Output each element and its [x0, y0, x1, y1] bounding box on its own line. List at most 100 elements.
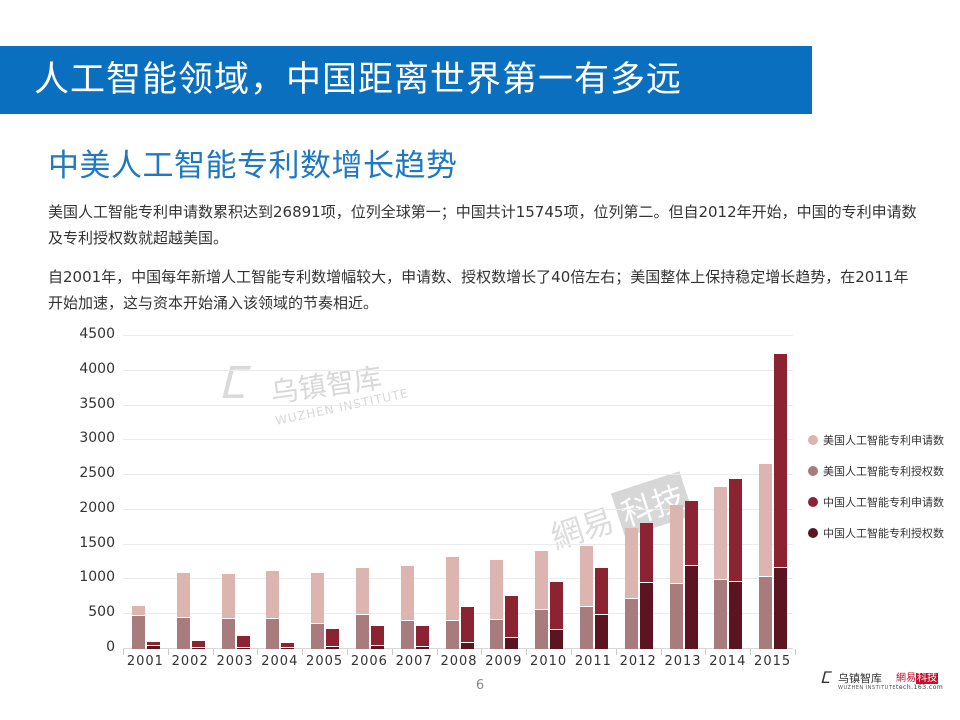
- bar-2007-中国人工智能专利申请数: [415, 625, 429, 648]
- bar-2008-中国人工智能专利申请数: [460, 606, 474, 648]
- legend-swatch-icon: [808, 434, 818, 445]
- x-axis-tickmark: [481, 649, 483, 655]
- x-axis-tickmark: [123, 649, 124, 655]
- title-banner: 人工智能领域，中国距离世界第一有多远: [0, 46, 812, 114]
- bar-2015-美国人工智能专利授权数: [759, 576, 773, 649]
- legend-item: 美国人工智能专利申请数: [808, 424, 944, 455]
- wuzhen-logo-en: WUZHEN INSTITUTE: [838, 685, 897, 691]
- x-axis-tickmark: [167, 649, 169, 655]
- bar-2003-中国人工智能专利授权数: [236, 646, 250, 649]
- x-axis-tickmark: [347, 649, 348, 655]
- legend-label: 中国人工智能专利申请数: [823, 495, 944, 509]
- bar-2007-中国人工智能专利授权数: [415, 645, 429, 649]
- legend-label: 美国人工智能专利申请数: [823, 433, 944, 447]
- gridline: [123, 404, 793, 406]
- bar-2015-中国人工智能专利授权数: [774, 567, 788, 649]
- x-axis-tick-label: 2008: [440, 654, 478, 669]
- x-axis-tick-label: 2013: [664, 654, 702, 669]
- x-axis-tick-label: 2005: [306, 654, 344, 669]
- y-axis-tick-label: 2000: [79, 499, 115, 516]
- bar-2004-中国人工智能专利申请数: [281, 643, 295, 648]
- legend-item: 美国人工智能专利授权数: [808, 455, 944, 486]
- bar-2003-美国人工智能专利授权数: [221, 617, 235, 649]
- gridline: [123, 508, 793, 510]
- bar-2007-美国人工智能专利授权数: [400, 620, 414, 649]
- slide-title: 人工智能领域，中国距离世界第一有多远: [34, 60, 683, 100]
- wuzhen-logo-icon: ⵎ: [820, 668, 830, 687]
- bar-2003-中国人工智能专利申请数: [236, 636, 250, 648]
- y-axis-tick-label: 3500: [79, 395, 115, 412]
- bar-2009-中国人工智能专利申请数: [505, 595, 519, 648]
- y-axis-tick-label: 0: [106, 639, 115, 655]
- legend-item: 中国人工智能专利申请数: [808, 486, 944, 517]
- x-axis-tickmark: [212, 649, 214, 655]
- bar-2001-中国人工智能专利申请数: [147, 641, 160, 648]
- gridline: [123, 369, 793, 371]
- bar-2005-美国人工智能专利授权数: [311, 622, 325, 649]
- x-axis-tick-label: 2014: [709, 654, 747, 669]
- bar-2006-美国人工智能专利授权数: [356, 613, 369, 649]
- x-axis-tick-label: 2003: [216, 654, 254, 669]
- netease-logo: 網易科技: [896, 669, 938, 684]
- wuzhen-logo-icon: ⵎ: [218, 358, 246, 409]
- x-axis-tickmark: [615, 649, 617, 655]
- x-axis-tickmark: [436, 649, 438, 655]
- y-axis-tick-label: 1500: [79, 534, 115, 551]
- bar-2011-美国人工智能专利授权数: [580, 606, 593, 649]
- bar-2014-美国人工智能专利授权数: [714, 579, 728, 649]
- bar-2008-美国人工智能专利授权数: [445, 620, 459, 649]
- x-axis-tickmark: [660, 649, 662, 655]
- bar-2001-中国人工智能专利授权数: [147, 645, 160, 649]
- page-number: 6: [475, 678, 485, 693]
- bar-2002-美国人工智能专利授权数: [176, 617, 190, 649]
- paragraph-us-summary: 美国人工智能专利申请数累积达到26891项，位列全球第一；中国共计15745项，…: [48, 203, 917, 247]
- legend-label: 中国人工智能专利授权数: [823, 526, 944, 540]
- y-axis-tick-label: 3000: [79, 430, 115, 447]
- x-axis-tick-label: 2011: [574, 654, 612, 669]
- bar-2008-中国人工智能专利授权数: [460, 641, 474, 649]
- legend-swatch-icon: [808, 527, 818, 538]
- x-axis-tick-label: 2015: [754, 654, 792, 669]
- bar-2014-中国人工智能专利授权数: [729, 581, 743, 649]
- patent-bar-chart: 0 500 1000 1500 2000 2500 3000 3500 4000 4500 2001…: [0, 320, 960, 680]
- bar-2002-中国人工智能专利授权数: [191, 646, 205, 649]
- netease-logo-b: 科技: [916, 673, 938, 684]
- x-axis-tick-label: 2010: [530, 654, 568, 669]
- gridline: [123, 439, 793, 441]
- x-axis-tick-label: 2012: [619, 654, 657, 669]
- bar-2005-中国人工智能专利申请数: [326, 629, 340, 648]
- footer-logos: ⵎ 乌镇智库 WUZHEN INSTITUTE 網易科技 tech.163.co…: [820, 668, 960, 698]
- bar-2010-美国人工智能专利授权数: [535, 609, 549, 649]
- bar-2005-中国人工智能专利授权数: [326, 645, 340, 649]
- wuzhen-logo-cn: 乌镇智库: [838, 672, 882, 685]
- x-axis-tickmark: [526, 649, 528, 655]
- bar-2011-中国人工智能专利授权数: [595, 613, 608, 649]
- x-axis-tickmark: [391, 649, 393, 655]
- legend-swatch-icon: [808, 465, 818, 476]
- legend-label: 美国人工智能专利授权数: [823, 464, 944, 478]
- x-axis-tick-label: 2006: [350, 654, 388, 669]
- bar-2009-美国人工智能专利授权数: [490, 618, 504, 649]
- bar-2013-美国人工智能专利授权数: [669, 582, 683, 649]
- y-axis-tick-label: 4000: [79, 360, 115, 377]
- x-axis-tick-label: 2002: [171, 654, 209, 669]
- y-axis-tick-label: 4500: [79, 326, 115, 342]
- x-axis-tick-label: 2007: [395, 654, 433, 669]
- bar-2004-美国人工智能专利授权数: [266, 617, 280, 649]
- bar-2012-美国人工智能专利授权数: [624, 597, 638, 649]
- x-axis-tick-label: 2001: [126, 654, 164, 669]
- x-axis-tick-label: 2004: [261, 654, 299, 669]
- legend-swatch-icon: [808, 496, 818, 507]
- paragraph-china-trend: 自2001年，中国每年新增人工智能专利数增幅较大，申请数、授权数增长了40倍左右…: [48, 268, 909, 312]
- legend-item: 中国人工智能专利授权数: [808, 517, 944, 548]
- x-axis-tickmark: [571, 649, 572, 655]
- y-axis-tick-label: 2500: [79, 465, 115, 482]
- bar-2001-美国人工智能专利授权数: [132, 615, 145, 649]
- gridline: [123, 335, 793, 336]
- x-axis-tick-label: 2009: [485, 654, 523, 669]
- x-axis-tickmark: [795, 649, 796, 655]
- bar-2009-中国人工智能专利授权数: [505, 636, 519, 649]
- chart-legend: 美国人工智能专利申请数 美国人工智能专利授权数 中国人工智能专利申请数 中国人工智能专…: [808, 424, 944, 548]
- gridline: [123, 543, 793, 545]
- bar-2006-中国人工智能专利授权数: [371, 645, 384, 649]
